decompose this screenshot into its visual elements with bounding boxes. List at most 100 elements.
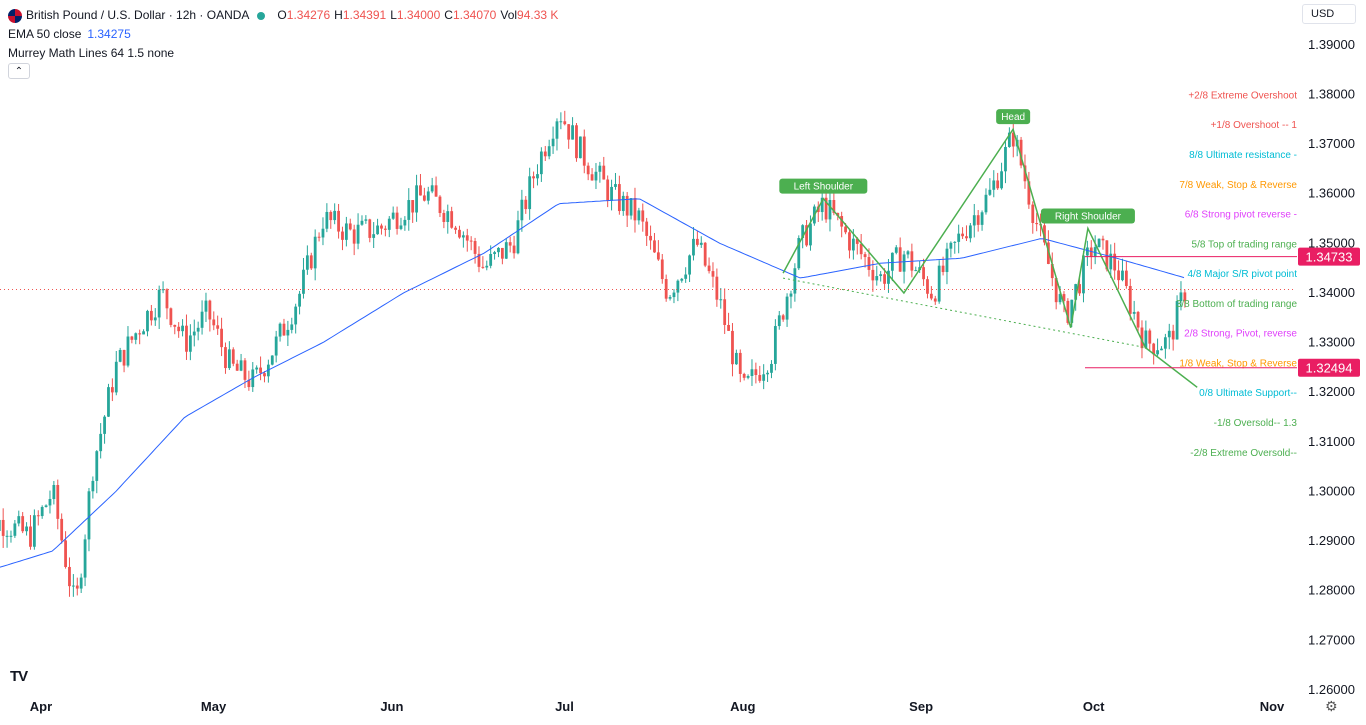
candle-body [321, 228, 325, 238]
y-tick-label: 1.39000 [1308, 37, 1355, 52]
candle-body [906, 251, 910, 255]
candle-body [984, 194, 988, 213]
price-markers: 1.34733 1.32494 [1085, 247, 1360, 377]
candle-body [855, 238, 859, 244]
candle-body [278, 323, 282, 337]
tradingview-logo-icon[interactable]: TV [10, 668, 28, 685]
candle-body [192, 331, 196, 336]
murrey-level-label: 4/8 Major S/R pivot point [1188, 269, 1298, 280]
ema-indicator-row[interactable]: EMA 50 close 1.34275 [8, 25, 558, 44]
murrey-level-label: 6/8 Strong pivot reverse - [1185, 210, 1297, 221]
candle-body [286, 329, 290, 336]
ema-value: 1.34275 [87, 27, 131, 41]
candle-body [641, 210, 645, 222]
candle-body [438, 196, 442, 213]
candle-body [64, 540, 67, 567]
candle-body [551, 138, 555, 147]
pattern-label-box [996, 109, 1031, 125]
candle-body [208, 300, 212, 320]
candle-body [894, 247, 898, 253]
candle-body [1163, 337, 1167, 349]
high-value: 1.34391 [342, 8, 387, 22]
candle-body [325, 211, 329, 229]
candle-body [500, 247, 504, 259]
low-label: L [390, 8, 397, 22]
murrey-level-label: -2/8 Extreme Oversold-- [1190, 448, 1297, 459]
y-tick-label: 1.37000 [1308, 136, 1355, 151]
y-tick-label: 1.28000 [1308, 583, 1355, 598]
candle-body [559, 121, 563, 123]
candle-body [902, 254, 906, 272]
x-tick-label: Oct [1083, 699, 1105, 714]
candle-body [1035, 223, 1039, 225]
candle-body [996, 180, 1000, 189]
candle-body [653, 240, 656, 253]
candle-body [980, 212, 984, 225]
candle-body [1043, 225, 1046, 243]
candle-body [637, 210, 641, 221]
collapse-legend-button[interactable]: ⌃ [8, 63, 30, 79]
candle-body [1171, 330, 1175, 340]
candle-body [341, 231, 344, 240]
y-tick-label: 1.27000 [1308, 632, 1355, 647]
candle-body [1105, 240, 1109, 270]
ema-line [0, 198, 1185, 568]
candle-body [976, 215, 980, 225]
candle-body [582, 136, 586, 166]
candle-body [422, 195, 426, 201]
candle-body [789, 293, 793, 297]
candle-body [937, 265, 941, 302]
candle-body [567, 124, 571, 140]
candlestick-series [0, 110, 1187, 597]
candle-body [578, 136, 582, 159]
candle-body [660, 259, 664, 280]
candle-body [512, 245, 516, 254]
close-label: C [444, 8, 453, 22]
candle-body [734, 352, 738, 365]
candle-body [71, 585, 75, 587]
candle-body [1128, 285, 1132, 314]
candle-body [770, 363, 773, 373]
candle-body [961, 233, 964, 237]
candle-body [1011, 132, 1015, 147]
y-tick-label: 1.26000 [1308, 682, 1355, 697]
currency-selector[interactable]: USD [1302, 4, 1356, 24]
y-tick-label: 1.32000 [1308, 384, 1355, 399]
candle-body [169, 308, 173, 325]
murrey-level-label: 8/8 Ultimate resistance - [1189, 150, 1297, 161]
candle-body [1148, 330, 1152, 344]
candle-body [988, 189, 992, 195]
candle-body [617, 184, 621, 212]
candle-body [220, 328, 223, 348]
high-label: H [334, 8, 343, 22]
candle-body [528, 176, 532, 210]
candle-body [243, 360, 247, 380]
candle-body [415, 185, 418, 213]
candle-body [118, 349, 122, 362]
murrey-indicator-row[interactable]: Murrey Math Lines 64 1.5 none [8, 44, 558, 63]
candle-body [454, 227, 457, 230]
candle-body [411, 200, 415, 213]
symbol-title[interactable]: British Pound / U.S. Dollar · 12h · OAND… [26, 8, 250, 22]
candle-body [309, 255, 313, 269]
candle-body [329, 211, 333, 221]
candle-body [56, 485, 60, 519]
x-tick-label: Apr [30, 699, 52, 714]
volume-label: Vol [500, 8, 518, 22]
candle-body [965, 236, 968, 239]
candle-body [836, 212, 840, 217]
candle-body [863, 254, 867, 258]
candle-body [481, 266, 485, 268]
candle-body [337, 210, 340, 232]
candle-body [380, 225, 383, 229]
candle-body [17, 516, 21, 524]
candle-body [32, 515, 36, 547]
gear-icon[interactable]: ⚙ [1325, 698, 1338, 714]
candle-body [945, 248, 949, 273]
candle-body [1089, 247, 1093, 257]
candle-body [805, 225, 808, 246]
candle-body [968, 225, 972, 239]
candle-body [259, 367, 262, 374]
candle-body [1082, 255, 1085, 294]
